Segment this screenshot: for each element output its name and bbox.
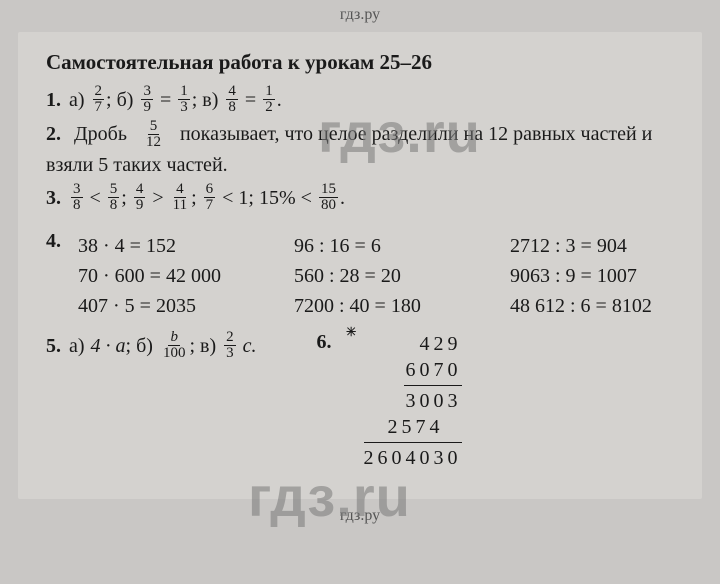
problem-5-6-row: 5. а) 4 · a ; б) b100 ; в) 23 c. 6. 429 …: [46, 331, 674, 471]
problem-2: 2. Дробь 512 показывает, что целое разде…: [46, 120, 674, 179]
p3-c-l: 67: [204, 182, 216, 213]
problem-number: 3.: [46, 183, 61, 214]
p1-c-lhs: 48: [226, 84, 238, 115]
p4-cell: 70 · 600 = 42 000: [78, 261, 288, 291]
p4-cell: 38 · 4 = 152: [78, 231, 288, 261]
p5-a-label: а): [69, 335, 85, 358]
page: гдз.ру гдз.ru гдз.ru Самостоятельная раб…: [0, 0, 720, 584]
problem-number: 1.: [46, 85, 61, 116]
p3-a-l: 38: [71, 182, 83, 213]
footer-watermark: гдз.ру: [0, 507, 720, 525]
p5-b-label: б): [136, 335, 153, 358]
content-box: гдз.ru гдз.ru Самостоятельная работа к у…: [18, 32, 702, 499]
p4-cell: 9063 : 9 = 1007: [510, 261, 674, 291]
p4-cell: 7200 : 40 = 180: [294, 291, 504, 321]
p3-a-r: 58: [108, 182, 120, 213]
p2-post: показывает, что целое разделили на 12 ра…: [46, 123, 652, 176]
p3-b-r: 411: [171, 182, 189, 213]
p3-b-l: 49: [134, 182, 146, 213]
lm-line: + 2574: [364, 414, 462, 440]
problem-number: 6.: [317, 331, 332, 354]
long-multiplication: 429 × 6070 3003 + 2574 2604030: [364, 331, 462, 471]
p5-c-post: c.: [243, 335, 257, 358]
problem-5: 5. а) 4 · a ; б) b100 ; в) 23 c.: [46, 331, 257, 362]
problem-6: 6. 429 × 6070 3003 + 2574 2604030: [317, 331, 462, 471]
p4-cell: 407 · 5 = 2035: [78, 291, 288, 321]
header-watermark: гдз.ру: [0, 6, 720, 24]
p1-b-label: б): [117, 85, 134, 116]
p1-a-label: а): [69, 85, 85, 116]
p4-cell: 96 : 16 = 6: [294, 231, 504, 261]
p1-c-rhs: 12: [263, 84, 275, 115]
p4-cell: 560 : 28 = 20: [294, 261, 504, 291]
problem-1: 1. а) 27 ; б) 39 = 13 ; в) 48 = 12 .: [46, 85, 674, 116]
problem-number: 5.: [46, 335, 61, 358]
problem-4-grid: 38 · 4 = 152 96 : 16 = 6 2712 : 3 = 904 …: [78, 231, 674, 321]
p4-cell: 48 612 : 6 = 8102: [510, 291, 674, 321]
p4-cell: 2712 : 3 = 904: [510, 231, 674, 261]
p2-frac: 512: [144, 119, 163, 150]
p2-pre: Дробь: [74, 123, 127, 145]
p1-c-label: в): [202, 85, 218, 116]
lm-line: 3003: [364, 388, 462, 414]
p3-d-r: 1580: [319, 182, 338, 213]
plus-icon: +: [346, 319, 361, 345]
problem-number: 2.: [46, 123, 61, 145]
p1-b-rhs: 13: [178, 84, 190, 115]
p5-b-frac: b100: [161, 330, 188, 361]
p3-c-r: 1: [238, 183, 248, 214]
problem-3: 3. 38 < 58 ; 49 > 411 ; 67 < 1 ; 15% < 1…: [46, 183, 674, 214]
problem-number: 4.: [46, 226, 61, 257]
p5-a-text: 4 · a: [91, 335, 126, 358]
p1-b-lhs: 39: [141, 84, 153, 115]
p1-a-frac: 27: [93, 84, 105, 115]
worksheet-title: Самостоятельная работа к урокам 25–26: [46, 50, 674, 75]
p5-c-frac: 23: [224, 330, 236, 361]
lm-line: × 6070: [364, 357, 462, 383]
lm-line: 2604030: [364, 445, 462, 471]
lm-line: 429: [364, 331, 462, 357]
p5-c-label: в): [200, 335, 216, 358]
p3-d-l: 15%: [259, 183, 296, 214]
